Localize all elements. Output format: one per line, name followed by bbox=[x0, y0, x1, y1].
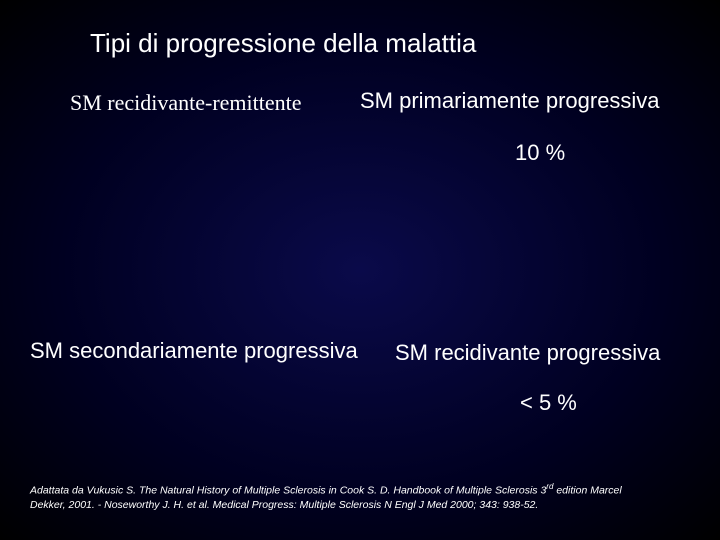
quadrant-percent-top-right: 10 % bbox=[515, 140, 565, 166]
quadrant-label-bottom-left: SM secondariamente progressiva bbox=[30, 338, 358, 364]
citation-line1-suffix: edition Marcel bbox=[553, 485, 621, 497]
quadrant-label-top-left: SM recidivante-remittente bbox=[70, 90, 302, 116]
quadrant-label-bottom-right: SM recidivante progressiva bbox=[395, 340, 660, 366]
citation-line2: Dekker, 2001. - Noseworthy J. H. et al. … bbox=[30, 499, 538, 511]
citation-text: Adattata da Vukusic S. The Natural Histo… bbox=[30, 482, 690, 512]
quadrant-percent-bottom-right: < 5 % bbox=[520, 390, 577, 416]
slide-title: Tipi di progressione della malattia bbox=[90, 28, 476, 59]
citation-line1-prefix: Adattata da Vukusic S. The Natural Histo… bbox=[30, 485, 546, 497]
quadrant-label-top-right: SM primariamente progressiva bbox=[360, 88, 660, 114]
